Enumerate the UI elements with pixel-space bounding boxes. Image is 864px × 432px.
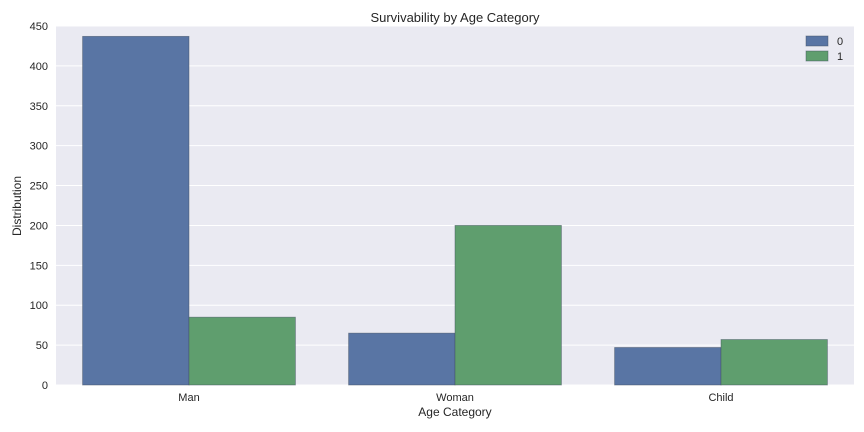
x-tick-label: Woman bbox=[436, 392, 474, 404]
y-axis-title: Distribution bbox=[10, 176, 24, 236]
legend: 01 bbox=[805, 35, 843, 63]
bar-man-series-1 bbox=[188, 316, 296, 386]
y-axis-ticks: 0 50 100 150 200 250 300 350 400 450 bbox=[30, 21, 48, 392]
legend-swatch bbox=[805, 35, 829, 47]
bar-child-series-0 bbox=[614, 347, 722, 386]
legend-label: 0 bbox=[837, 36, 843, 48]
bar-woman-series-0 bbox=[348, 332, 456, 386]
y-tick-label: 350 bbox=[30, 101, 48, 113]
legend-swatch bbox=[805, 50, 829, 62]
y-tick-label: 450 bbox=[30, 21, 48, 33]
bars-group bbox=[82, 35, 828, 386]
x-tick-label: Child bbox=[708, 392, 733, 404]
x-axis-ticks: Man Woman Child bbox=[178, 392, 733, 404]
x-axis-title: Age Category bbox=[418, 405, 491, 419]
y-tick-label: 400 bbox=[30, 61, 48, 73]
bar-man-series-0 bbox=[82, 35, 190, 386]
y-tick-label: 100 bbox=[30, 300, 48, 312]
bar-child-series-1 bbox=[720, 339, 828, 386]
y-tick-label: 250 bbox=[30, 181, 48, 193]
legend-label: 1 bbox=[837, 51, 843, 63]
x-tick-label: Man bbox=[178, 392, 199, 404]
bar-woman-series-1 bbox=[454, 225, 562, 386]
y-tick-label: 150 bbox=[30, 260, 48, 272]
y-tick-label: 200 bbox=[30, 220, 48, 232]
y-tick-label: 300 bbox=[30, 141, 48, 153]
chart-title: Survivability by Age Category bbox=[370, 10, 540, 25]
y-tick-label: 0 bbox=[42, 380, 48, 392]
y-tick-label: 50 bbox=[36, 340, 48, 352]
